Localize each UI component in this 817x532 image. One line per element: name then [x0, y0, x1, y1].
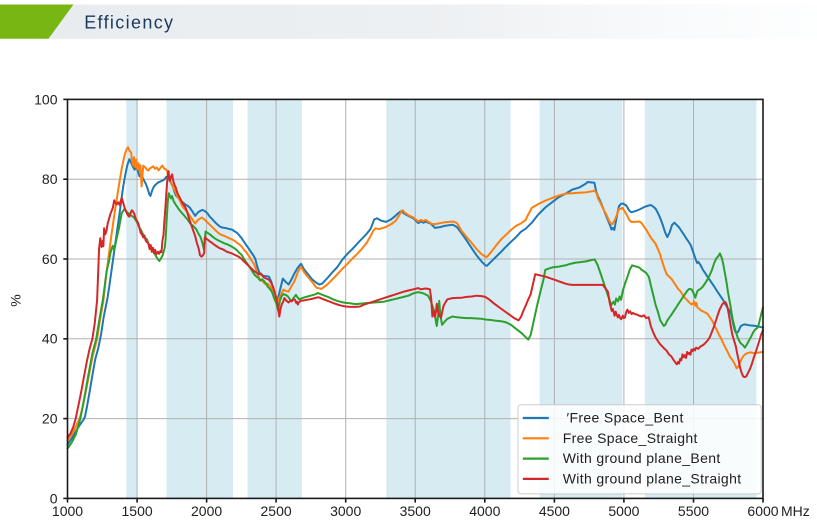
svg-text:4500: 4500	[539, 503, 570, 519]
svg-text:%: %	[8, 294, 24, 306]
svg-text:60: 60	[42, 251, 58, 267]
svg-text:With ground plane_Straight: With ground plane_Straight	[563, 471, 742, 487]
svg-text:0: 0	[50, 490, 58, 506]
svg-text:3000: 3000	[330, 503, 361, 519]
svg-text:Efficiency: Efficiency	[84, 12, 174, 32]
svg-text:Free Space_Straight: Free Space_Straight	[563, 430, 698, 446]
svg-text:′Free Space_Bent: ′Free Space_Bent	[567, 410, 684, 426]
svg-text:2000: 2000	[191, 503, 222, 519]
svg-text:MHz: MHz	[781, 503, 810, 519]
svg-text:3500: 3500	[400, 503, 431, 519]
svg-text:6000: 6000	[747, 503, 778, 519]
svg-text:100: 100	[34, 91, 58, 107]
svg-text:20: 20	[42, 411, 58, 427]
svg-text:2500: 2500	[261, 503, 292, 519]
svg-text:40: 40	[42, 331, 58, 347]
svg-text:80: 80	[42, 171, 58, 187]
svg-text:5500: 5500	[678, 503, 709, 519]
svg-text:4000: 4000	[469, 503, 500, 519]
svg-text:5000: 5000	[608, 503, 639, 519]
svg-text:1000: 1000	[52, 503, 83, 519]
svg-text:1500: 1500	[122, 503, 153, 519]
svg-text:With ground plane_Bent: With ground plane_Bent	[563, 450, 721, 466]
